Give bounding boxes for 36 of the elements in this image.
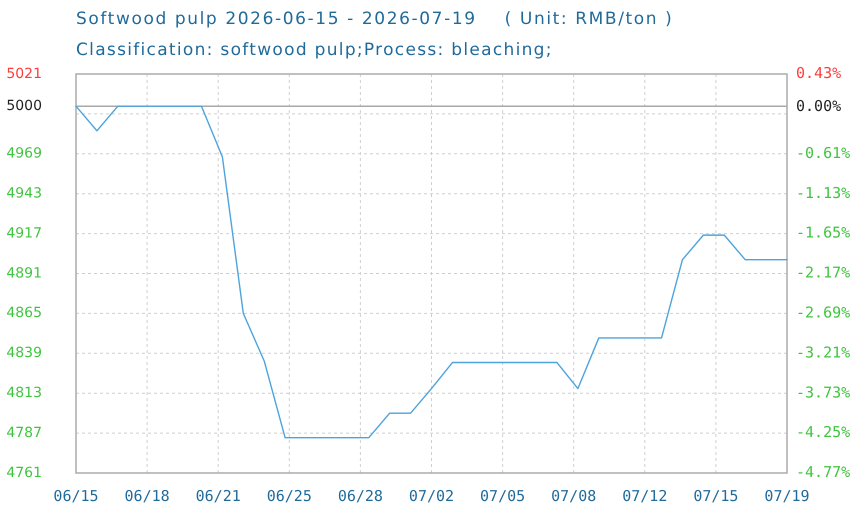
y-tick-label: 4917 (6, 225, 42, 242)
x-tick-label: 06/21 (196, 487, 241, 506)
y2-tick-label: 0.00% (796, 97, 842, 116)
y2-tick-label: -0.61% (796, 144, 850, 162)
x-tick-label: 06/15 (53, 487, 99, 506)
chart-title: Softwood pulp 2026-06-15 - 2026-07-19 ( Unit: RMB/ton ) (76, 9, 674, 29)
y-tick-label: 4761 (6, 464, 42, 481)
y-tick-label: 4839 (6, 345, 42, 362)
y2-tick-label: -3.21% (796, 343, 850, 362)
y-tick-label: 4891 (6, 265, 42, 282)
y-tick-label: 4969 (6, 146, 42, 162)
chart-subtitle: Classification: softwood pulp;Process: bleaching; (76, 40, 553, 60)
x-tick-label: 07/12 (622, 487, 668, 506)
y-tick-label: 5021 (6, 66, 42, 82)
x-tick-label: 06/18 (124, 487, 170, 506)
line-series (75, 106, 788, 438)
y2-tick-label: -2.17% (796, 264, 850, 282)
y2-tick-label: -4.25% (796, 423, 850, 442)
y2-tick-label: -1.13% (796, 184, 850, 202)
x-tick-label: 07/15 (693, 487, 738, 506)
x-tick-label: 07/19 (764, 487, 810, 506)
y-tick-label: 4813 (6, 385, 42, 402)
y2-tick-label: -1.65% (796, 224, 850, 242)
y-tick-label: 4865 (6, 305, 42, 322)
y2-tick-label: -2.69% (796, 303, 850, 322)
y-tick-label: 4787 (6, 424, 42, 441)
y-tick-label: 4943 (6, 186, 42, 202)
x-tick-label: 07/05 (480, 487, 526, 506)
x-tick-label: 07/02 (408, 487, 454, 506)
x-tick-label: 06/25 (266, 487, 312, 506)
y2-tick-label: -4.77% (796, 463, 850, 482)
y2-tick-label: -3.73% (796, 383, 850, 402)
x-tick-label: 06/28 (338, 487, 383, 506)
x-tick-label: 07/08 (551, 487, 596, 506)
y2-tick-label: 0.43% (796, 64, 842, 82)
y-tick-label: 5000 (6, 98, 42, 114)
